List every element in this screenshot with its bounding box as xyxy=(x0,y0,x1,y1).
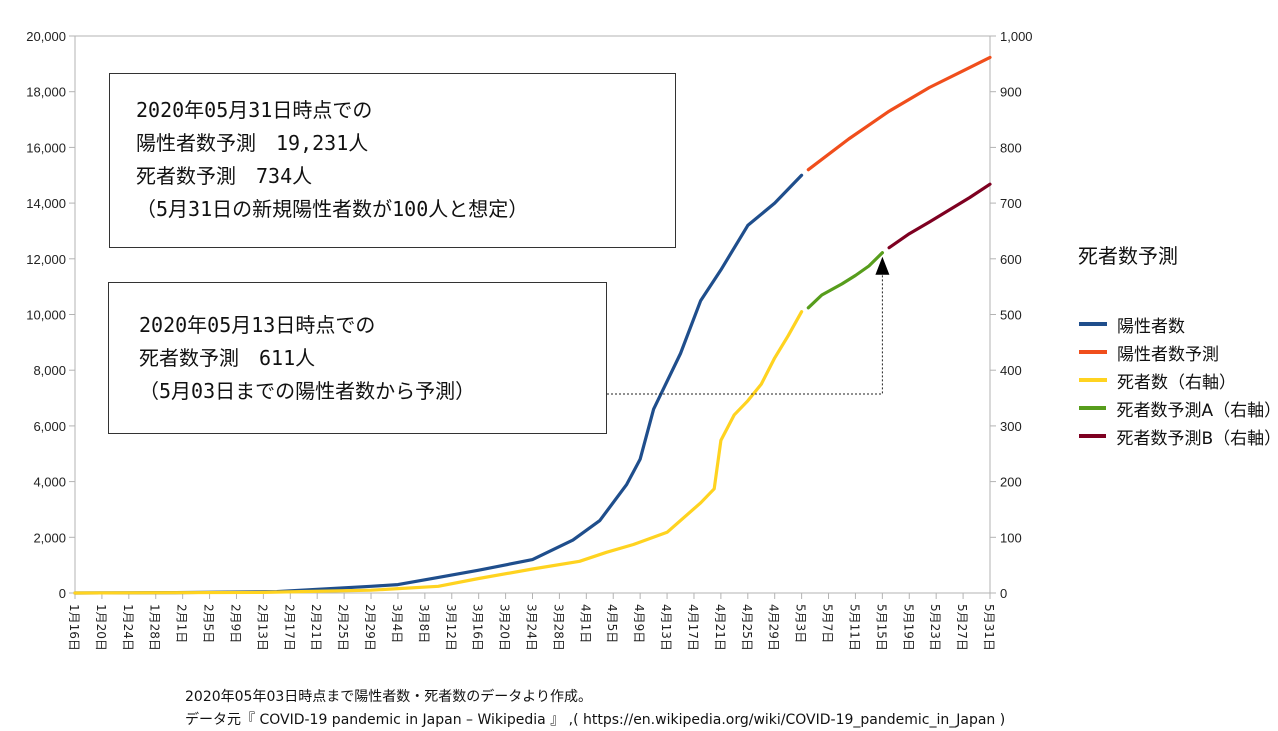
legend-item: 陽性者数 xyxy=(1079,310,1278,338)
annotation-box-may31: 2020年05月31日時点での 陽性者数予測 19,231人 死者数予測 734… xyxy=(109,73,676,248)
y-left-tick-label: 4,000 xyxy=(33,475,66,490)
annotation-box-may31-line3: 死者数予測 734人 xyxy=(136,164,313,188)
x-tick-label: 2月17日 xyxy=(282,604,296,651)
x-tick-label: 4月25日 xyxy=(740,604,754,651)
x-tick-label: 5月11日 xyxy=(847,604,861,651)
x-tick-label: 5月31日 xyxy=(982,604,996,651)
chart-series xyxy=(73,55,992,595)
x-tick-label: 2月21日 xyxy=(309,604,323,651)
annotation-box-may31-line2: 陽性者数予測 19,231人 xyxy=(136,131,369,155)
legend-item: 死者数予測A（右軸） xyxy=(1079,394,1278,422)
x-tick-label: 3月12日 xyxy=(444,604,458,651)
legend-title: 死者数予測 xyxy=(1078,244,1178,268)
annotation-box-may13-line2: 死者数予測 611人 xyxy=(139,346,316,370)
annotation-box-may13: 2020年05月13日時点での 死者数予測 611人 （5月03日までの陽性者数… xyxy=(108,282,607,434)
x-tick-label: 3月4日 xyxy=(390,604,404,643)
y-right-tick-label: 500 xyxy=(1000,308,1022,323)
chart-annotation-arrow xyxy=(607,256,890,395)
x-tick-label: 3月16日 xyxy=(471,604,485,651)
legend-label: 死者数（右軸） xyxy=(1117,372,1236,393)
legend-swatch xyxy=(1079,434,1107,438)
y-right-tick-label: 1,000 xyxy=(1000,29,1033,44)
legend-item: 陽性者数予測 xyxy=(1079,338,1278,366)
x-tick-label: 4月9日 xyxy=(632,604,646,643)
y-left-tick-label: 20,000 xyxy=(26,29,66,44)
x-tick-label: 5月19日 xyxy=(901,604,915,651)
y-right-tick-label: 300 xyxy=(1000,419,1022,434)
y-left-tick-label: 10,000 xyxy=(26,308,66,323)
y-left-tick-label: 6,000 xyxy=(33,419,66,434)
x-tick-label: 1月28日 xyxy=(148,604,162,651)
legend-swatch xyxy=(1079,322,1107,326)
y-left-tick-label: 16,000 xyxy=(26,140,66,155)
x-tick-label: 2月13日 xyxy=(255,604,269,651)
series-line xyxy=(806,55,992,172)
series-line xyxy=(887,182,992,250)
legend-label: 陽性者数 xyxy=(1117,316,1185,337)
series-line xyxy=(73,173,804,595)
y-left-tick-label: 8,000 xyxy=(33,363,66,378)
x-tick-label: 3月28日 xyxy=(551,604,565,651)
x-tick-label: 2月25日 xyxy=(336,604,350,651)
x-tick-label: 2月5日 xyxy=(202,604,216,643)
x-tick-label: 5月7日 xyxy=(821,604,835,643)
y-left-tick-label: 2,000 xyxy=(33,530,66,545)
legend-swatch xyxy=(1079,406,1107,410)
x-tick-label: 5月27日 xyxy=(955,604,969,651)
x-tick-label: 5月15日 xyxy=(874,604,888,651)
x-tick-label: 4月5日 xyxy=(605,604,619,643)
legend-label: 死者数予測A（右軸） xyxy=(1116,400,1278,421)
y-left-tick-label: 14,000 xyxy=(26,196,66,211)
x-tick-label: 4月13日 xyxy=(659,604,673,651)
annotation-box-may31-line4: （5月31日の新規陽性者数が100人と想定） xyxy=(136,197,529,221)
annotation-leader-line xyxy=(607,274,883,395)
x-tick-label: 1月16日 xyxy=(67,604,81,651)
legend-label: 死者数予測B（右軸） xyxy=(1116,428,1278,449)
series-line xyxy=(73,310,804,595)
y-right-tick-label: 900 xyxy=(1000,85,1022,100)
series-line xyxy=(806,251,885,310)
y-left-tick-label: 18,000 xyxy=(26,85,66,100)
x-tick-label: 1月24日 xyxy=(121,604,135,651)
footnote-data-source: データ元『 COVID-19 pandemic in Japan – Wikip… xyxy=(185,712,1006,728)
x-tick-label: 1月20日 xyxy=(94,604,108,651)
y-right-tick-label: 600 xyxy=(1000,252,1022,267)
x-tick-label: 2月1日 xyxy=(175,604,189,643)
y-right-tick-label: 0 xyxy=(1000,586,1007,601)
legend-swatch xyxy=(1079,350,1107,354)
x-tick-label: 2月9日 xyxy=(228,604,242,643)
legend-item: 死者数予測B（右軸） xyxy=(1079,422,1278,450)
x-tick-label: 5月23日 xyxy=(928,604,942,651)
x-tick-label: 4月29日 xyxy=(767,604,781,651)
y-right-tick-label: 800 xyxy=(1000,140,1022,155)
footnote-source-date: 2020年05年03日時点まで陽性者数・死者数のデータより作成。 xyxy=(185,689,592,705)
x-tick-label: 3月24日 xyxy=(525,604,539,651)
y-right-tick-label: 700 xyxy=(1000,196,1022,211)
legend-item: 死者数（右軸） xyxy=(1079,366,1278,394)
x-tick-label: 3月8日 xyxy=(417,604,431,643)
legend-label: 陽性者数予測 xyxy=(1117,344,1219,365)
y-right-tick-label: 400 xyxy=(1000,363,1022,378)
x-tick-label: 4月1日 xyxy=(578,604,592,643)
y-left-tick-label: 12,000 xyxy=(26,252,66,267)
x-tick-label: 4月17日 xyxy=(686,604,700,651)
x-tick-label: 3月20日 xyxy=(498,604,512,651)
x-tick-label: 2月29日 xyxy=(363,604,377,651)
y-left-tick-label: 0 xyxy=(59,586,66,601)
annotation-box-may13-line3: （5月03日までの陽性者数から予測） xyxy=(139,379,476,403)
chart-axes: 0 2,000 4,000 6,000 8,000 10,000 12,000 14,000 1… xyxy=(26,29,1032,651)
y-right-tick-label: 200 xyxy=(1000,475,1022,490)
annotation-arrowhead xyxy=(875,256,890,275)
annotation-box-may13-line1: 2020年05月13日時点での xyxy=(139,313,376,337)
x-tick-label: 4月21日 xyxy=(713,604,727,651)
annotation-box-may31-line1: 2020年05月31日時点での xyxy=(136,98,373,122)
legend-swatch xyxy=(1079,378,1107,382)
y-right-tick-label: 100 xyxy=(1000,530,1022,545)
x-tick-label: 5月3日 xyxy=(794,604,808,643)
chart-legend: 陽性者数陽性者数予測 死者数（右軸） 死者数予測A（右軸） 死者数予測B（右軸） xyxy=(1079,310,1278,450)
